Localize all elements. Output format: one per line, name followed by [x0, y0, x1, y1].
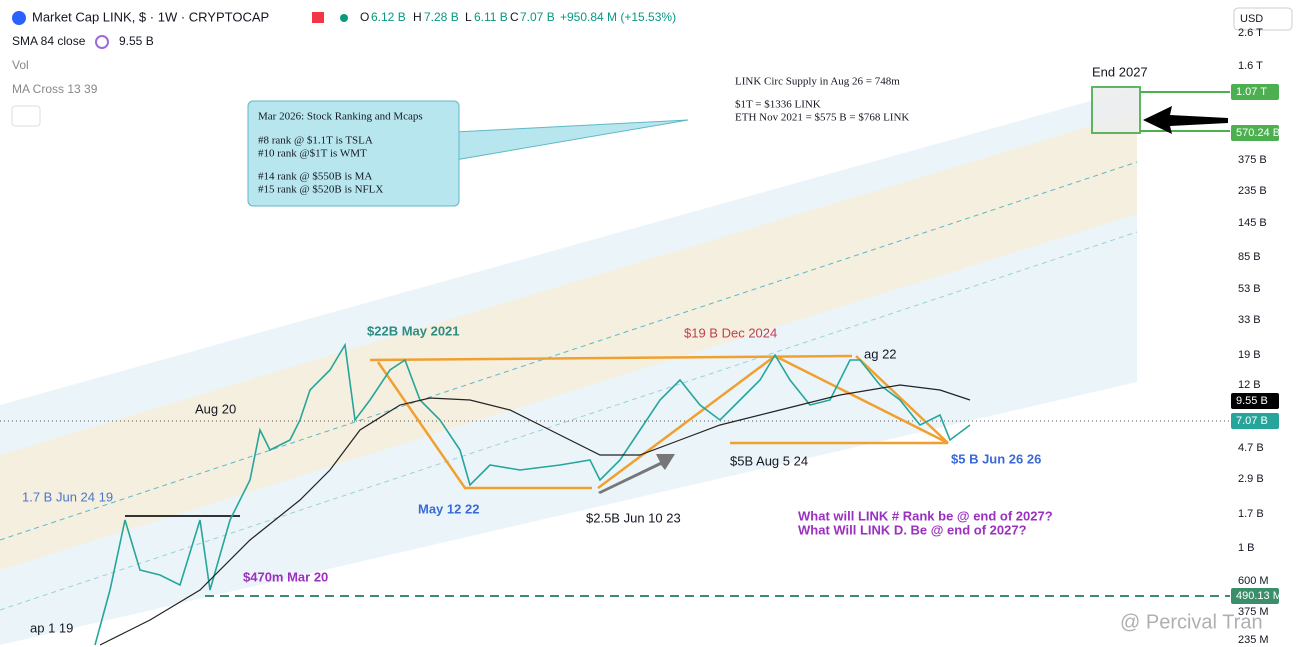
question: What will LINK # Rank be @ end of 2027? — [798, 508, 1053, 523]
axis-label: 375 B — [1238, 154, 1267, 166]
axis-label: 12 B — [1238, 379, 1261, 391]
annotation: ap 1 19 — [30, 620, 73, 635]
callout-line: #8 rank @ $1.1T is TSLA — [258, 135, 373, 147]
callout-line: #10 rank @$1T is WMT — [258, 148, 367, 160]
ohlc-label: O — [360, 10, 369, 24]
axis-label: 2.6 T — [1238, 27, 1263, 39]
axis-tag-label: 7.07 B — [1236, 415, 1268, 427]
annotation: $5 B Jun 26 26 — [951, 451, 1041, 466]
supply-note: $1T = $1336 LINK — [735, 99, 821, 111]
annotation: $2.5B Jun 10 23 — [586, 510, 681, 525]
ohlc-value: 7.07 B — [520, 10, 555, 24]
indicator-name[interactable]: Vol — [12, 58, 29, 72]
axis-tag-label: 490.13 M — [1236, 590, 1282, 602]
supply-note: ETH Nov 2021 = $575 B = $768 LINK — [735, 112, 909, 124]
callout-box — [247, 100, 460, 207]
annotation: $5B Aug 5 24 — [730, 453, 808, 468]
arrow-grey — [598, 454, 675, 494]
axis-label: 85 B — [1238, 251, 1261, 263]
axis-label: 4.7 B — [1238, 442, 1264, 454]
axis-label: 375 M — [1238, 606, 1269, 618]
ohlc-value: 6.11 B — [474, 10, 508, 24]
indicator-name[interactable]: SMA 84 close — [12, 34, 86, 48]
price-trace — [94, 342, 971, 646]
channel-mid — [0, 161, 1138, 541]
currency-button[interactable] — [1233, 7, 1293, 31]
axis-tag-label: 1.07 T — [1236, 86, 1267, 98]
ohlc-label: H — [413, 10, 422, 24]
axis-label: 1.6 T — [1238, 60, 1263, 72]
callout-line: #15 rank @ $520B is NFLX — [258, 184, 383, 196]
callout-title: Mar 2026: Stock Ranking and Mcaps — [258, 111, 423, 123]
axis-tag — [1231, 588, 1279, 604]
ohlc-label: C — [510, 10, 519, 24]
axis-tag-label: 570.24 B — [1236, 127, 1280, 139]
annotation: Aug 20 — [195, 401, 236, 416]
callout-line: #14 rank @ $550B is MA — [258, 171, 372, 183]
indicator-name[interactable]: MA Cross 13 39 — [12, 82, 98, 96]
axis-label: 33 B — [1238, 314, 1261, 326]
ohlc-value: 7.28 B — [424, 10, 459, 24]
annotation: $470m Mar 20 — [243, 569, 328, 584]
annotation: 1.7 B Jun 24 19 — [22, 489, 113, 504]
axis-label: 145 B — [1238, 217, 1267, 229]
change: +950.84 M (+15.53%) — [560, 10, 676, 24]
channel-inner — [0, 112, 1137, 570]
arrow-black — [1143, 106, 1228, 134]
watermark: @ Percival Tran — [1120, 611, 1263, 633]
annotation: $19 B Dec 2024 — [684, 325, 777, 340]
annotation: End 2027 — [1092, 64, 1148, 79]
axis-label: 1 B — [1238, 542, 1255, 554]
ohlc-value: 6.12 B — [371, 10, 406, 24]
logo — [12, 11, 26, 25]
collapse-button[interactable] — [11, 105, 41, 127]
axis-tag — [1231, 84, 1279, 100]
axis-label: 19 B — [1238, 349, 1261, 361]
annotation: $22B May 2021 — [367, 323, 460, 338]
axis-label: 600 M — [1238, 575, 1269, 587]
question: What Will LINK D. Be @ end of 2027? — [798, 522, 1027, 537]
indicator-value: 9.55 B — [119, 34, 154, 48]
status-dot — [340, 14, 348, 22]
axis-label: 2.9 B — [1238, 473, 1264, 485]
axis-tag — [1231, 393, 1279, 409]
channel-low — [0, 231, 1138, 611]
axis-tag — [1231, 413, 1279, 429]
axis-label: 235 M — [1238, 634, 1269, 646]
currency[interactable]: USD — [1240, 13, 1263, 25]
target-box — [1091, 86, 1141, 134]
patterns — [125, 354, 949, 517]
ohlc-label: L — [465, 10, 472, 24]
axis-tag-label: 9.55 B — [1236, 395, 1268, 407]
flag — [312, 12, 324, 23]
sma-line — [99, 384, 971, 646]
annotation: May 12 22 — [418, 501, 479, 516]
symbol: Market Cap LINK, $ · 1W · CRYPTOCAP — [32, 9, 269, 24]
axis-tag — [1231, 125, 1279, 141]
supply-note: LINK Circ Supply in Aug 26 = 748m — [735, 76, 900, 88]
axis-label: 53 B — [1238, 283, 1261, 295]
axis-label: 1.7 B — [1238, 508, 1264, 520]
annotation: ag 22 — [864, 346, 897, 361]
indicator-icon[interactable] — [95, 35, 109, 49]
axis-label: 235 B — [1238, 185, 1267, 197]
